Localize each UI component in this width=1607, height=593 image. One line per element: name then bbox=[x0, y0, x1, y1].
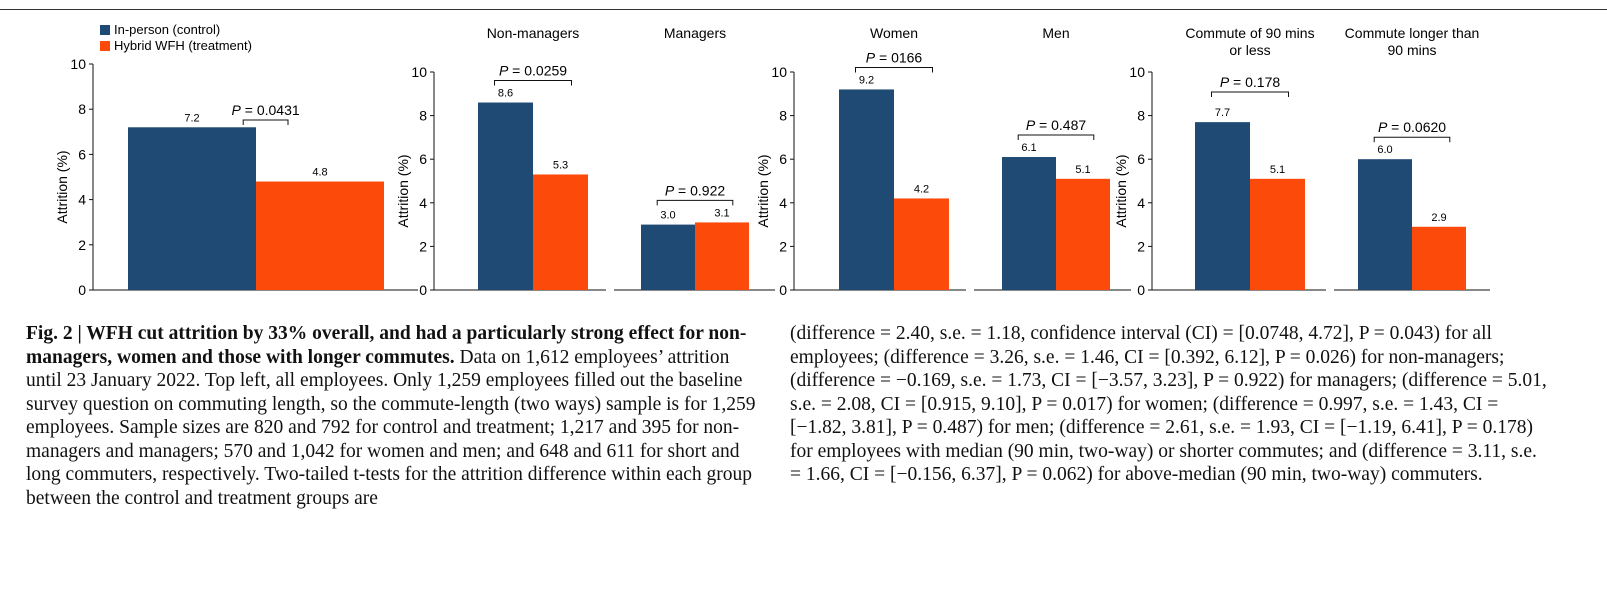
bar-treatment bbox=[256, 181, 384, 290]
bar-control bbox=[1195, 122, 1250, 290]
p-value-bracket bbox=[494, 80, 572, 86]
category-label: or less bbox=[1229, 42, 1270, 58]
y-tick-label: 4 bbox=[78, 192, 86, 208]
y-tick-label: 0 bbox=[78, 282, 86, 298]
p-value-bracket bbox=[1211, 91, 1289, 97]
y-tick-label: 6 bbox=[78, 146, 86, 162]
p-value-label: P = 0.0620 bbox=[1378, 119, 1446, 135]
caption-title: Fig. 2 | WFH cut attrition by 33% overal… bbox=[26, 323, 747, 368]
legend-swatch-treatment bbox=[100, 41, 110, 51]
y-tick-label: 8 bbox=[419, 108, 427, 124]
y-tick-label: 6 bbox=[779, 151, 787, 167]
figure-2-charts: In-person (control) Hybrid WFH (treatmen… bbox=[54, 22, 1490, 298]
data-label: 5.3 bbox=[553, 159, 568, 171]
data-label: 6.0 bbox=[1377, 144, 1392, 156]
bar-control bbox=[1358, 159, 1412, 290]
legend: In-person (control) Hybrid WFH (treatmen… bbox=[100, 22, 252, 53]
data-label: 5.1 bbox=[1075, 164, 1090, 176]
data-label: 4.8 bbox=[312, 167, 327, 179]
bar-treatment bbox=[894, 198, 949, 290]
top-rule bbox=[0, 9, 1607, 10]
category-label: 90 mins bbox=[1387, 42, 1436, 58]
y-axis-label: Attrition (%) bbox=[395, 154, 411, 227]
bar-treatment bbox=[1412, 226, 1466, 290]
p-value-label: P = 0166 bbox=[866, 49, 923, 65]
y-tick-label: 8 bbox=[779, 108, 787, 124]
caption-left-text: Data on 1,612 employees’ attrition until… bbox=[26, 346, 756, 509]
bar-treatment bbox=[533, 174, 588, 290]
data-label: 8.6 bbox=[498, 88, 513, 100]
category-label: Managers bbox=[664, 25, 726, 41]
y-tick-label: 0 bbox=[419, 282, 427, 298]
bar-control bbox=[478, 102, 533, 291]
y-tick-label: 2 bbox=[419, 238, 427, 254]
y-tick-label: 10 bbox=[70, 56, 86, 72]
category-label: Commute longer than bbox=[1345, 25, 1480, 41]
y-tick-label: 0 bbox=[1137, 282, 1145, 298]
y-tick-label: 0 bbox=[779, 282, 787, 298]
y-axis-label: Attrition (%) bbox=[1113, 154, 1129, 227]
legend-swatch-control bbox=[100, 25, 110, 35]
p-value-bracket bbox=[1017, 134, 1095, 141]
caption-right-text: (difference = 2.40, s.e. = 1.18, confide… bbox=[790, 323, 1547, 485]
p-value-bracket bbox=[242, 119, 289, 125]
bar-control bbox=[1002, 157, 1056, 290]
category-label: Non-managers bbox=[487, 25, 580, 41]
data-label: 9.2 bbox=[859, 74, 874, 86]
p-value-label: P = 0.178 bbox=[1220, 74, 1281, 90]
p-value-label: P = 0.487 bbox=[1026, 117, 1087, 133]
bar-control bbox=[128, 127, 256, 290]
y-tick-label: 6 bbox=[1137, 151, 1145, 167]
y-axis-label: Attrition (%) bbox=[755, 154, 771, 227]
data-label: 7.7 bbox=[1215, 107, 1230, 119]
p-value-bracket bbox=[855, 66, 933, 73]
y-tick-label: 10 bbox=[1129, 64, 1145, 80]
y-tick-label: 10 bbox=[411, 64, 427, 80]
data-label: 5.1 bbox=[1270, 164, 1285, 176]
p-value-label: P = 0.922 bbox=[665, 182, 726, 198]
y-tick-label: 4 bbox=[779, 195, 787, 211]
panel-gender: 0 2 4 6 8 10 Attrition (%) 9.2 4.2 Women P = 0166 6… bbox=[755, 25, 1131, 298]
bar-control bbox=[641, 224, 695, 290]
category-label: Commute of 90 mins bbox=[1185, 25, 1314, 41]
y-tick-label: 10 bbox=[771, 64, 787, 80]
data-label: 7.2 bbox=[184, 112, 199, 124]
y-tick-label: 4 bbox=[419, 195, 427, 211]
p-value-bracket bbox=[1373, 136, 1451, 143]
bar-treatment bbox=[1056, 178, 1110, 290]
data-label: 4.2 bbox=[914, 183, 929, 195]
bar-treatment bbox=[695, 222, 749, 290]
legend-label-treatment: Hybrid WFH (treatment) bbox=[114, 38, 252, 53]
p-value-bracket bbox=[656, 199, 734, 206]
p-value-label: P = 0.0431 bbox=[232, 102, 300, 118]
data-label: 2.9 bbox=[1431, 212, 1446, 224]
panel-managers: 0 2 4 6 8 10 Attrition (%) 8.6 5.3 Non-managers P … bbox=[395, 25, 775, 298]
data-label: 6.1 bbox=[1021, 142, 1036, 154]
panel-all-employees: 0 2 4 6 8 10 Attrition (%) 7.2 4.8 P = 0.0431 bbox=[54, 56, 418, 298]
category-label: Women bbox=[870, 25, 918, 41]
data-label: 3.0 bbox=[660, 210, 675, 222]
y-tick-label: 2 bbox=[78, 237, 86, 253]
caption-left-column: Fig. 2 | WFH cut attrition by 33% overal… bbox=[26, 322, 766, 510]
y-tick-label: 8 bbox=[1137, 108, 1145, 124]
caption-right-column: (difference = 2.40, s.e. = 1.18, confide… bbox=[790, 322, 1550, 487]
y-tick-label: 4 bbox=[1137, 195, 1145, 211]
panel-commute: 0 2 4 6 8 10 Attrition (%) 7.7 5.1 Commute of 90 … bbox=[1113, 25, 1490, 298]
bar-control bbox=[839, 89, 894, 290]
y-tick-label: 2 bbox=[779, 238, 787, 254]
y-tick-label: 8 bbox=[78, 101, 86, 117]
y-axis-label: Attrition (%) bbox=[54, 150, 70, 223]
category-label: Men bbox=[1042, 25, 1069, 41]
data-label: 3.1 bbox=[714, 207, 729, 219]
y-tick-label: 6 bbox=[419, 151, 427, 167]
y-tick-label: 2 bbox=[1137, 238, 1145, 254]
bar-treatment bbox=[1250, 178, 1305, 290]
legend-label-control: In-person (control) bbox=[114, 22, 220, 37]
p-value-label: P = 0.0259 bbox=[499, 63, 567, 79]
